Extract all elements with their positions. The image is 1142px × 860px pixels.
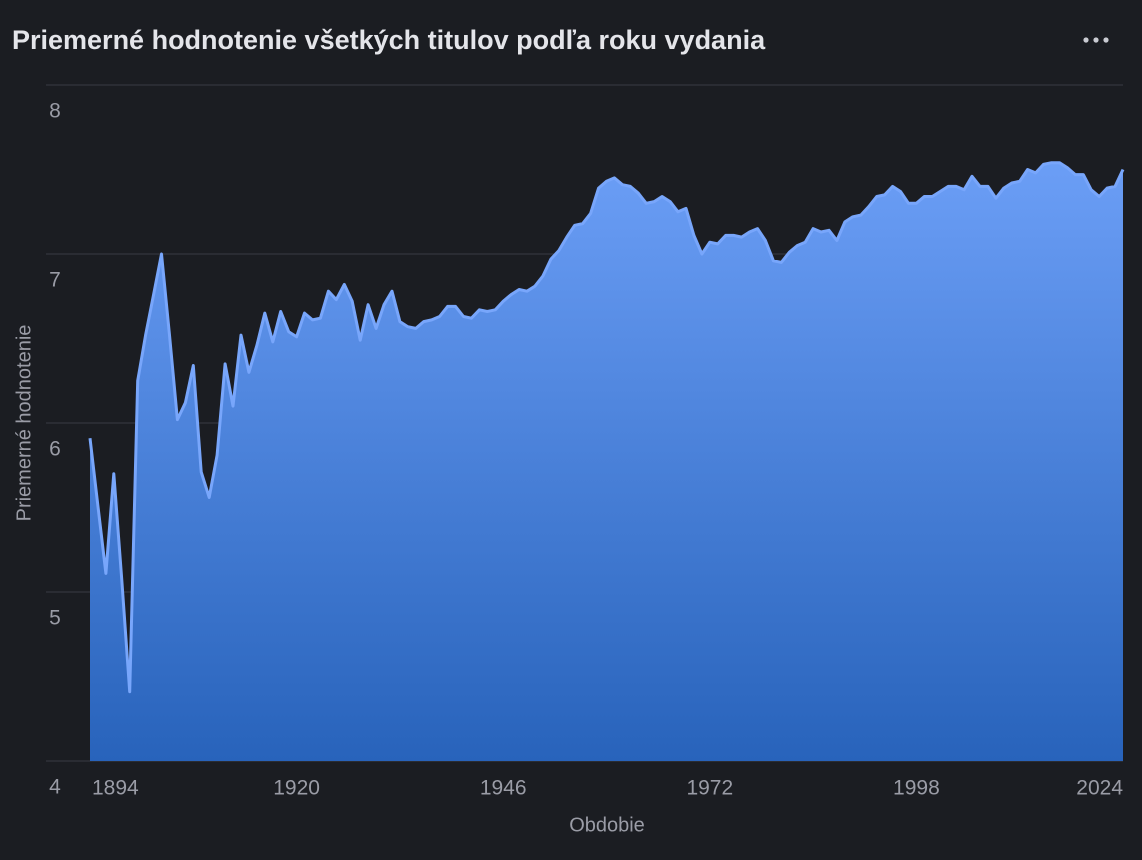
y-axis-label: Priemerné hodnotenie — [13, 325, 35, 522]
y-tick-label: 8 — [49, 100, 61, 123]
y-tick-label: 4 — [49, 776, 61, 799]
x-tick-label: 1972 — [686, 777, 733, 800]
y-tick-label: 5 — [49, 607, 61, 630]
area — [90, 162, 1123, 761]
x-tick-label: 1998 — [893, 777, 940, 800]
x-tick-label: 1920 — [273, 777, 320, 800]
x-tick-label: 2024 — [1076, 777, 1123, 800]
y-tick-label: 6 — [49, 438, 61, 461]
x-axis-label: Obdobie — [569, 814, 645, 836]
chart-title: Priemerné hodnotenie všetkých titulov po… — [12, 25, 766, 55]
x-tick-label: 1946 — [480, 777, 527, 800]
menu-button[interactable] — [1083, 37, 1109, 43]
menu-dot — [1083, 37, 1089, 43]
x-tick-label: 1894 — [92, 777, 139, 800]
y-tick-label: 7 — [49, 269, 61, 292]
menu-dot — [1103, 37, 1109, 43]
line — [88, 161, 1125, 694]
menu-dot — [1093, 37, 1099, 43]
